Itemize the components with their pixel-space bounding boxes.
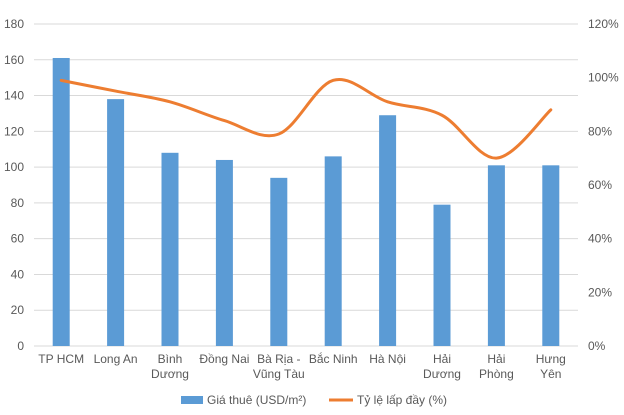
y-right-tick-label: 60%	[588, 178, 612, 192]
y-left-tick-label: 20	[11, 303, 25, 317]
y-left-tick-label: 160	[4, 53, 24, 67]
x-tick-label: Vũng Tàu	[253, 367, 305, 381]
y-right-tick-label: 40%	[588, 232, 612, 246]
bar	[542, 165, 560, 346]
bar	[324, 156, 342, 346]
y-right-tick-label: 80%	[588, 124, 612, 138]
bar	[52, 57, 70, 346]
bar	[215, 159, 233, 346]
x-tick-label: Bắc Ninh	[309, 351, 358, 366]
x-tick-label: Hải	[487, 352, 505, 366]
x-tick-label: Bình	[158, 352, 183, 366]
x-tick-label: Hà Nội	[369, 352, 406, 366]
bar	[379, 115, 397, 346]
y-right-tick-label: 20%	[588, 285, 612, 299]
y-left-tick-label: 0	[17, 339, 24, 353]
x-tick-label: Phòng	[479, 367, 514, 381]
x-tick-label: Yên	[540, 367, 561, 381]
bar	[270, 177, 288, 346]
legend-line-label: Tỷ lệ lấp đầy (%)	[357, 393, 447, 407]
y-left-tick-label: 120	[4, 124, 24, 138]
legend-bar-swatch	[181, 396, 203, 404]
x-tick-label: Đồng Nai	[199, 352, 249, 366]
y-right-tick-label: 120%	[588, 17, 619, 31]
x-tick-label: TP HCM	[38, 352, 84, 366]
bar	[433, 204, 451, 346]
y-left-tick-label: 60	[11, 232, 25, 246]
bar	[107, 99, 125, 346]
x-tick-label: Bà Rịa -	[257, 352, 300, 366]
y-left-tick-label: 180	[4, 17, 24, 31]
x-tick-label: Dương	[151, 367, 189, 381]
y-right-tick-label: 100%	[588, 71, 619, 85]
occupancy-line	[59, 77, 553, 160]
y-right-tick-label: 0%	[588, 339, 606, 353]
x-tick-label: Long An	[94, 352, 138, 366]
bar	[487, 165, 505, 346]
y-left-tick-label: 40	[11, 267, 25, 281]
x-tick-label: Dương	[423, 367, 461, 381]
bar	[161, 152, 179, 346]
x-tick-label: Hưng	[536, 352, 566, 366]
legend-bar-label: Giá thuê (USD/m²)	[207, 393, 306, 407]
y-left-tick-label: 80	[11, 196, 25, 210]
x-tick-label: Hải	[433, 352, 451, 366]
y-left-tick-label: 140	[4, 89, 24, 103]
y-left-tick-label: 100	[4, 160, 24, 174]
